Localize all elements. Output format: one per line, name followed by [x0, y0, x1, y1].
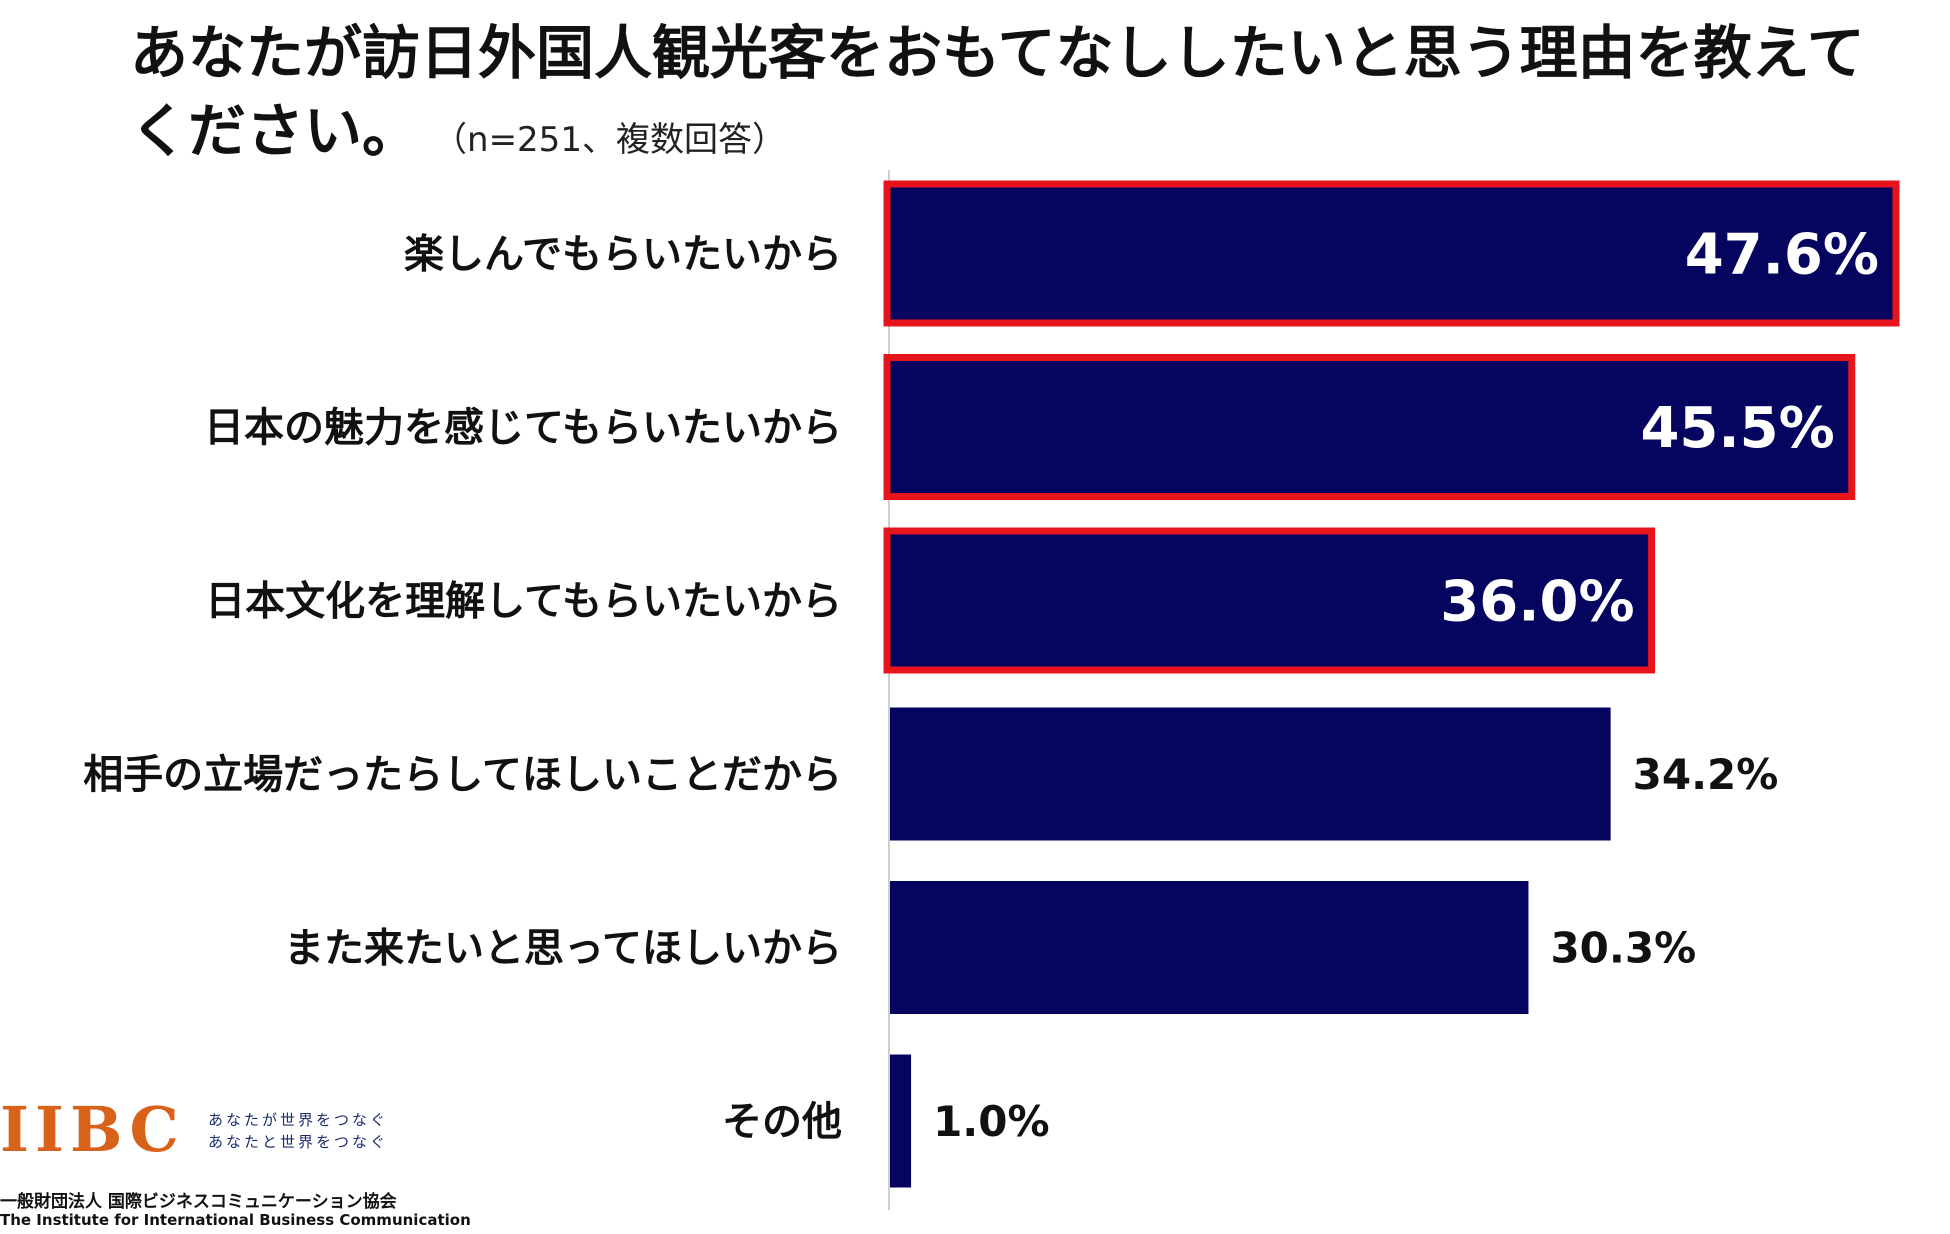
- bar-4: [890, 707, 1611, 841]
- category-label-1: 楽しんでもらいたいから: [404, 232, 842, 278]
- logo-org-name: 一般財団法人 国際ビジネスコミュニケーション協会: [0, 1192, 397, 1212]
- title-note: （n=251、複数回答）: [450, 120, 786, 160]
- logo-tagline-1: あなたが世界をつなぐ: [208, 1111, 389, 1129]
- logo-mark-text: IIBC: [0, 1093, 185, 1166]
- highlight-border-3: [883, 527, 1656, 674]
- bar-2: [890, 360, 1849, 494]
- title-main: あなたが訪日外国人観光客をおもてなししたいと思う理由を教えてください。: [130, 19, 1865, 165]
- bar-1: [890, 187, 1893, 320]
- bar-5: [890, 881, 1529, 1014]
- logo-tagline: あなたが世界をつなぐ あなたと世界をつなぐ: [208, 1109, 418, 1153]
- value-label-5: 30.3%: [1550, 924, 1696, 973]
- value-label-1: 47.6%: [1685, 223, 1879, 288]
- highlight-border-2: [883, 354, 1856, 500]
- category-label-6: その他: [722, 1099, 842, 1145]
- logo-tagline-2: あなたと世界をつなぐ: [208, 1133, 389, 1151]
- logo-mark: IIBC: [0, 1095, 185, 1165]
- category-label-3: 日本文化を理解してもらいたいから: [205, 579, 842, 625]
- value-label-6: 1.0%: [933, 1097, 1049, 1146]
- category-label-2: 日本の魅力を感じてもらいたいから: [204, 405, 842, 451]
- category-label-4: 相手の立場だったらしてほしいことだから: [83, 752, 842, 798]
- chart-title: あなたが訪日外国人観光客をおもてなししたいと思う理由を教えてください。 （n=25…: [130, 14, 1910, 179]
- bar-6: [890, 1054, 912, 1188]
- bar-3: [890, 534, 1649, 667]
- logo-english-name: The Institute for International Business…: [0, 1211, 471, 1229]
- value-label-3: 36.0%: [1440, 570, 1634, 635]
- value-label-4: 34.2%: [1633, 750, 1779, 799]
- iibc-logo: IIBC あなたが世界をつなぐ あなたと世界をつなぐ 一般財団法人 国際ビジネス…: [0, 1095, 471, 1234]
- category-label-5: また来たいと思ってほしいから: [284, 926, 842, 972]
- highlight-border-1: [883, 180, 1900, 327]
- value-label-2: 45.5%: [1640, 396, 1834, 461]
